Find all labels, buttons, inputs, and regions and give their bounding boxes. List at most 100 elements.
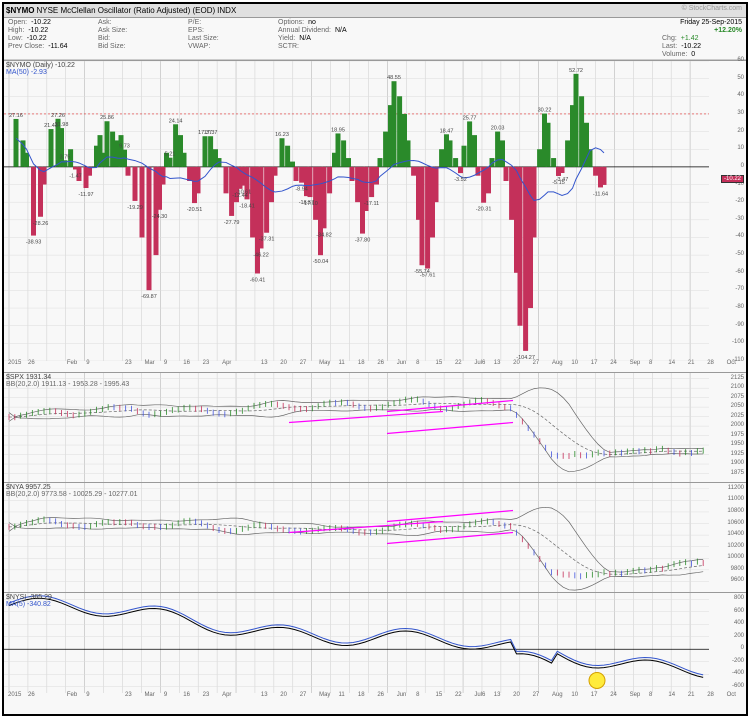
svg-text:25.86: 25.86 [100,115,114,121]
svg-text:5.21: 5.21 [165,152,176,158]
svg-text:-46.22: -46.22 [253,252,269,258]
svg-text:-34.82: -34.82 [316,232,332,238]
svg-text:21.98: 21.98 [55,122,69,128]
panel4-ma: MA(5) -340.82 [6,601,51,608]
yaxis-nysi: -600-400-2000200400600800 [716,593,746,692]
svg-text:27.16: 27.16 [9,113,23,119]
panel2-bb: BB(20,2.0) 1911.13 - 1953.28 - 1995.43 [6,381,129,388]
lbl-opt: Options: [278,19,304,26]
chart-header: $NYMO NYSE McClellan Oscillator (Ratio A… [4,4,746,18]
svg-text:9.73: 9.73 [119,144,130,150]
panel3-bb: BB(20,2.0) 9773.58 - 10025.29 - 10277.01 [6,491,138,498]
spx-chart [4,373,714,483]
lbl-lastsz: Last Size: [188,35,219,42]
nymo-chart: 27.16-38.93-28.2621.4327.2621.983.75-1.4… [4,61,714,361]
panel-nysi[interactable]: $NYSI -365.29 MA(5) -340.82 -600-400-200… [4,592,746,692]
chart-container: $NYMO NYSE McClellan Oscillator (Ratio A… [2,2,748,716]
lbl-low: Low: [8,35,23,42]
panel4-title: $NYSI -365.29 [6,594,52,601]
val-high: -10.22 [28,27,48,34]
val-last: -10.22 [681,43,701,50]
lbl-vol: Volume: [662,51,687,58]
panel3-title: $NYA 9957.25 [6,484,51,491]
lbl-prev: Prev Close: [8,43,44,50]
xaxis-bottom: 201526Feb923Mar91623Apr132027May111826Ju… [4,692,746,704]
svg-text:-24.30: -24.30 [152,214,168,220]
svg-text:-60.41: -60.41 [250,277,266,283]
svg-text:17.37: 17.37 [204,130,218,136]
chart-area: $NYMO (Daily) -10.22 MA(50) -2.93 27.16 -… [4,60,746,704]
panel-nymo[interactable]: $NYMO (Daily) -10.22 MA(50) -2.93 27.16 -… [4,60,746,360]
val-vol: 0 [691,51,695,58]
svg-text:-57.61: -57.61 [420,273,436,279]
lbl-yld: Yield: [278,35,295,42]
val-chgpct: +12.20% [714,27,742,34]
svg-text:18.47: 18.47 [440,128,454,134]
svg-text:-69.87: -69.87 [141,294,157,300]
lbl-open: Open: [8,19,27,26]
lbl-bid: Bid: [98,35,110,42]
svg-text:25.77: 25.77 [463,115,477,121]
yaxis-nymo: -110-100-90-80-70-60-50-40-30-20-1001020… [716,61,746,360]
lbl-div: Annual Dividend: [278,27,331,34]
svg-text:-104.27: -104.27 [516,355,535,361]
svg-text:-20.31: -20.31 [476,207,492,213]
panel-spx[interactable]: $SPX 1931.34 BB(20,2.0) 1911.13 - 1953.2… [4,372,746,482]
svg-text:-8.94: -8.94 [295,187,308,193]
svg-text:24.14: 24.14 [169,118,183,124]
watermark: © StockCharts.com [682,5,742,12]
svg-text:-27.79: -27.79 [224,220,240,226]
xaxis-top: 201526Feb923Mar91623Apr132027May111826Ju… [4,360,746,372]
lbl-asksz: Ask Size: [98,27,127,34]
svg-text:16.23: 16.23 [275,132,289,138]
val-low: -10.22 [27,35,47,42]
svg-text:-37.80: -37.80 [355,238,371,244]
svg-text:-3.52: -3.52 [454,177,467,183]
svg-text:18.95: 18.95 [331,127,345,133]
val-date: Friday 25-Sep-2015 [662,19,742,26]
symbol-type: INDX [217,6,236,15]
lbl-last: Last: [662,43,677,50]
lbl-high: High: [8,27,24,34]
panel2-title: $SPX 1931.34 [6,374,51,381]
svg-text:-3.47: -3.47 [556,177,569,183]
svg-text:-20.51: -20.51 [187,207,203,213]
svg-text:-17.11: -17.11 [364,201,379,207]
lbl-vwap: VWAP: [188,43,210,50]
yaxis-spx: 1875190019251950197520002025205020752100… [716,373,746,482]
svg-text:-11.64: -11.64 [593,191,608,197]
val-open: -10.22 [31,19,51,26]
val-chg: +1.42 [681,35,699,42]
svg-text:-19.29: -19.29 [127,205,143,211]
svg-text:20.03: 20.03 [491,126,505,132]
svg-text:-50.04: -50.04 [313,259,329,265]
svg-text:-10.61: -10.61 [236,190,252,196]
svg-text:52.72: 52.72 [569,68,583,74]
val-yld: N/A [299,35,311,42]
panel-nya[interactable]: $NYA 9957.25 BB(20,2.0) 9773.58 - 10025.… [4,482,746,592]
panel1-title: $NYMO (Daily) -10.22 [6,62,75,69]
lbl-pe: P/E: [188,19,201,26]
svg-text:-28.26: -28.26 [33,221,49,227]
svg-text:-18.41: -18.41 [239,203,255,209]
svg-text:-17.10: -17.10 [302,201,318,207]
yaxis-nya: 9600980010000102001040010600108001100011… [716,483,746,592]
symbol: $NYMO [6,6,34,15]
lbl-eps: EPS: [188,27,204,34]
lbl-bidsz: Bid Size: [98,43,126,50]
svg-text:-11.97: -11.97 [78,192,93,198]
lbl-ask: Ask: [98,19,112,26]
panel1-ma: MA(50) -2.93 [6,69,47,76]
symbol-name: NYSE McClellan Oscillator (Ratio Adjuste… [36,6,215,15]
nya-chart [4,483,714,593]
nysi-chart [4,593,714,693]
info-bar: Open:-10.22 High:-10.22 Low:-10.22 Prev … [4,18,746,60]
svg-text:48.55: 48.55 [387,75,401,81]
svg-text:30.22: 30.22 [538,108,552,114]
val-div: N/A [335,27,347,34]
svg-text:-38.93: -38.93 [26,240,42,246]
svg-text:27.26: 27.26 [51,113,65,119]
svg-text:3.75: 3.75 [60,154,71,160]
lbl-sctr: SCTR: [278,43,299,50]
val-opt: no [308,19,316,26]
